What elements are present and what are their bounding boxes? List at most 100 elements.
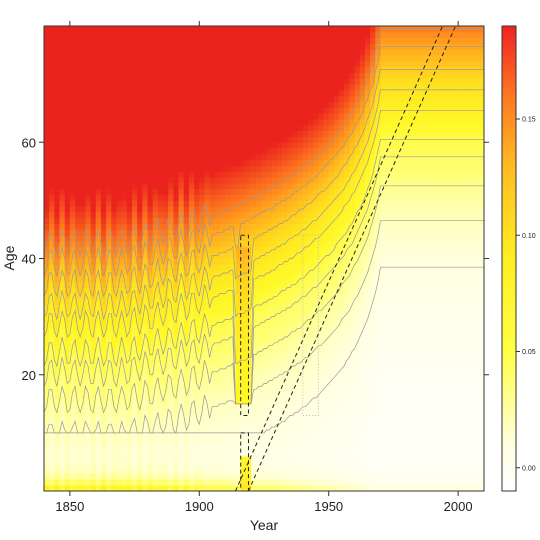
heat-cell	[194, 136, 200, 143]
heat-cell	[276, 374, 283, 381]
heat-cell	[95, 456, 102, 463]
heat-cell	[354, 363, 361, 370]
heat-cell	[354, 270, 361, 277]
heat-cell	[344, 392, 350, 399]
heat-cell	[287, 409, 293, 416]
heat-cell	[49, 461, 55, 469]
heat-cell	[152, 456, 159, 463]
heat-cell	[297, 49, 304, 56]
heat-cell	[302, 275, 309, 283]
heat-cell	[188, 78, 195, 85]
heat-cell	[204, 450, 211, 457]
heat-cell	[126, 467, 133, 474]
heat-cell	[132, 310, 138, 318]
heat-cell	[183, 374, 190, 381]
heat-cell	[297, 84, 304, 91]
heat-cell	[276, 182, 283, 190]
heat-cell	[230, 84, 236, 91]
heat-cell	[121, 89, 128, 97]
heat-cell	[85, 55, 91, 62]
heat-cell	[235, 275, 242, 283]
heat-cell	[245, 136, 252, 143]
heat-cell	[276, 322, 283, 329]
heat-cell	[364, 398, 371, 405]
heat-cell	[106, 66, 112, 73]
heat-cell	[54, 95, 60, 102]
heat-cell	[240, 380, 247, 387]
heat-cell	[220, 444, 226, 451]
heat-cell	[318, 182, 324, 190]
heat-cell	[69, 293, 76, 300]
heat-cell	[194, 310, 200, 318]
heat-cell	[44, 415, 50, 422]
heat-cell	[126, 171, 133, 178]
heat-cell	[188, 206, 195, 213]
heat-cell	[100, 130, 107, 137]
heat-cell	[323, 229, 330, 236]
heat-cell	[256, 444, 262, 451]
heat-cell	[173, 456, 179, 463]
heat-cell	[69, 113, 76, 120]
heat-cell	[240, 328, 247, 335]
heat-cell	[256, 95, 262, 102]
heat-cell	[147, 130, 154, 137]
heat-cell	[64, 78, 71, 85]
heat-cell	[225, 264, 231, 271]
heat-cell	[235, 351, 242, 358]
heat-cell	[276, 281, 283, 288]
heat-cell	[276, 432, 283, 440]
heat-cell	[359, 461, 366, 469]
heat-cell	[339, 217, 345, 225]
heat-cell	[225, 130, 231, 137]
heat-cell	[302, 357, 309, 364]
heat-cell	[199, 305, 205, 312]
heat-cell	[282, 293, 288, 300]
heat-cell	[308, 386, 314, 393]
heat-cell	[163, 241, 169, 248]
heat-cell	[204, 55, 211, 62]
heat-cell	[276, 84, 283, 91]
heat-cell	[287, 136, 293, 143]
heat-cell	[183, 165, 190, 172]
heat-cell	[80, 432, 86, 440]
heat-cell	[282, 427, 288, 434]
heat-cell	[80, 78, 86, 85]
heat-cell	[276, 235, 283, 242]
heat-cell	[230, 485, 236, 491]
heat-cell	[344, 60, 350, 68]
heat-cell	[111, 334, 117, 341]
heat-cell	[230, 107, 236, 114]
heat-cell	[188, 270, 195, 277]
heat-cell	[173, 374, 179, 381]
heat-cell	[276, 26, 283, 33]
heat-cell	[173, 339, 179, 347]
heat-cell	[240, 130, 247, 137]
heat-cell	[256, 473, 262, 480]
heat-cell	[209, 293, 216, 300]
heat-cell	[230, 60, 236, 68]
heat-cell	[245, 415, 252, 422]
heat-cell	[308, 438, 314, 445]
heat-cell	[132, 78, 138, 85]
heat-cell	[302, 66, 309, 73]
heat-cell	[318, 124, 324, 132]
heat-cell	[220, 403, 226, 411]
heat-cell	[188, 153, 195, 161]
heat-cell	[106, 456, 112, 463]
heat-cell	[126, 43, 133, 50]
heat-cell	[240, 374, 247, 381]
heat-cell	[64, 456, 71, 463]
heat-cell	[297, 78, 304, 85]
heat-cell	[137, 305, 143, 312]
heat-cell	[261, 177, 267, 184]
heat-cell	[188, 374, 195, 381]
heat-cell	[100, 461, 107, 469]
heat-cell	[137, 188, 143, 195]
heat-cell	[230, 177, 236, 184]
heat-cell	[106, 165, 112, 172]
heat-cell	[168, 165, 174, 172]
heat-cell	[49, 177, 55, 184]
heat-cell	[318, 252, 324, 259]
heat-cell	[287, 270, 293, 277]
heat-cell	[64, 461, 71, 469]
